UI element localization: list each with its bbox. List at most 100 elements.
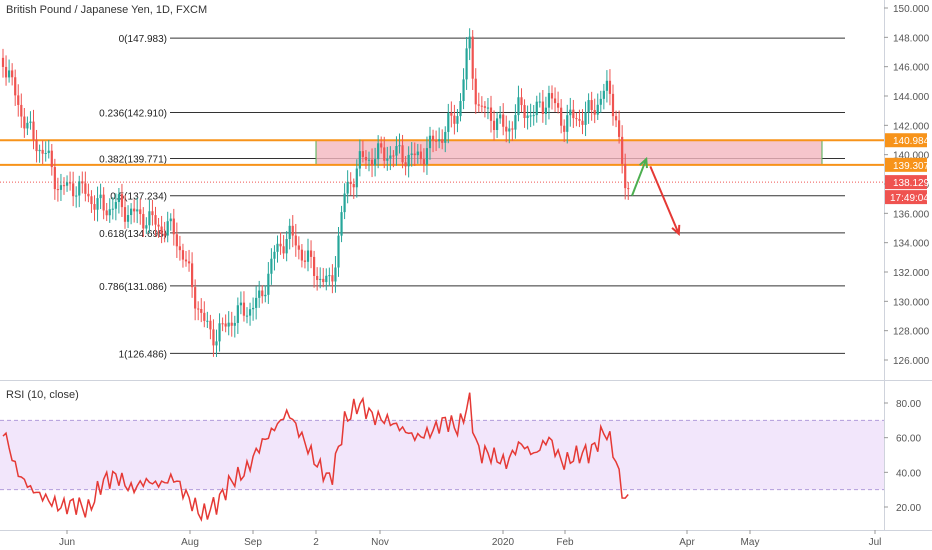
candle-body xyxy=(392,155,395,157)
candle-body xyxy=(374,159,377,166)
candle-body xyxy=(145,225,148,229)
candle-body xyxy=(621,136,624,164)
candle-body xyxy=(309,250,313,257)
time-tick-label: Nov xyxy=(371,537,389,548)
candle-body xyxy=(166,221,169,236)
candle-body xyxy=(526,115,529,118)
candle-body xyxy=(550,93,554,99)
candle-body xyxy=(8,70,11,78)
candle-body xyxy=(486,107,490,109)
candle-body xyxy=(627,188,630,190)
candle-body xyxy=(444,131,447,143)
candle-body xyxy=(492,120,496,131)
rsi-title: RSI (10, close) xyxy=(6,389,79,401)
candle-body xyxy=(26,122,29,129)
candle-body xyxy=(130,208,133,216)
candle-body xyxy=(172,218,175,235)
fib-level-label: 0.786(131.086) xyxy=(99,282,167,293)
candle-body xyxy=(557,103,560,108)
price-tick-label: 144.000 xyxy=(893,92,930,103)
candle-body xyxy=(462,79,465,101)
candle-body xyxy=(252,307,255,310)
candle-body xyxy=(578,119,581,121)
candle-body xyxy=(206,320,209,322)
candle-body xyxy=(313,256,316,276)
candle-body xyxy=(346,181,349,194)
candle-body xyxy=(11,70,14,78)
candle-body xyxy=(133,208,136,212)
candle-body xyxy=(72,183,75,197)
candle-body xyxy=(572,109,575,119)
candle-body xyxy=(108,209,111,216)
rsi-tick-label: 40.00 xyxy=(896,468,921,479)
candle-body xyxy=(535,101,538,116)
candle-body xyxy=(529,115,532,117)
time-tick-label: Feb xyxy=(556,537,574,548)
candle-body xyxy=(114,202,117,209)
candle-body xyxy=(395,146,398,156)
price-tick-label: 128.000 xyxy=(893,327,930,338)
candle-body xyxy=(450,113,453,116)
candle-body xyxy=(404,162,407,167)
candle-body xyxy=(334,267,337,282)
candle-body xyxy=(480,105,483,107)
candle-body xyxy=(316,275,319,281)
candle-body xyxy=(435,140,438,142)
fib-level-label: 0.618(134.698) xyxy=(99,229,167,240)
candle-body xyxy=(264,294,267,297)
candle-body xyxy=(139,209,142,215)
candle-body xyxy=(17,95,20,105)
candle-body xyxy=(453,115,456,124)
candle-body xyxy=(44,153,47,155)
candle-body xyxy=(194,287,197,309)
candle-body xyxy=(69,182,72,184)
candle-body xyxy=(294,235,297,246)
candle-body xyxy=(584,112,587,125)
candle-body xyxy=(87,193,90,197)
candle-body xyxy=(547,93,551,108)
candle-body xyxy=(593,109,596,115)
candle-body xyxy=(126,215,130,222)
price-tick-label: 150.000 xyxy=(893,4,930,15)
candle-body xyxy=(169,218,172,222)
rsi-tick-label: 20.00 xyxy=(896,503,921,514)
candle-body xyxy=(456,116,459,124)
candle-body xyxy=(236,305,239,323)
candle-body xyxy=(407,154,410,167)
candle-body xyxy=(618,120,621,137)
candles xyxy=(1,28,630,358)
candle-body xyxy=(575,118,578,120)
candle-body xyxy=(178,246,181,251)
candle-body xyxy=(78,181,81,196)
candle-body xyxy=(398,145,401,147)
fib-level-label: 0.5(137.234) xyxy=(110,192,167,203)
candle-body xyxy=(4,66,8,78)
candle-body xyxy=(596,104,599,115)
candle-body xyxy=(514,115,517,130)
candle-body xyxy=(1,57,5,67)
time-tick-label: Sep xyxy=(244,537,262,548)
candle-body xyxy=(50,150,53,168)
candle-body xyxy=(520,97,523,106)
candle-body xyxy=(157,224,160,227)
fib-level-label: 1(126.486) xyxy=(119,349,167,360)
candle-body xyxy=(56,189,59,191)
candle-body xyxy=(544,107,547,114)
candle-body xyxy=(361,151,364,157)
candle-body xyxy=(471,36,474,79)
candle-body xyxy=(160,226,163,234)
candle-body xyxy=(105,210,108,216)
candle-body xyxy=(343,193,346,213)
candle-body xyxy=(23,116,26,129)
candle-body xyxy=(413,153,416,156)
candle-body xyxy=(599,98,602,105)
candle-body xyxy=(508,128,511,132)
candle-body xyxy=(352,183,355,188)
price-tick-label: 132.000 xyxy=(893,268,930,279)
candle-body xyxy=(441,139,444,143)
candle-body xyxy=(111,208,114,210)
candle-body xyxy=(233,322,236,326)
candle-body xyxy=(267,273,270,295)
candle-body xyxy=(65,182,69,186)
